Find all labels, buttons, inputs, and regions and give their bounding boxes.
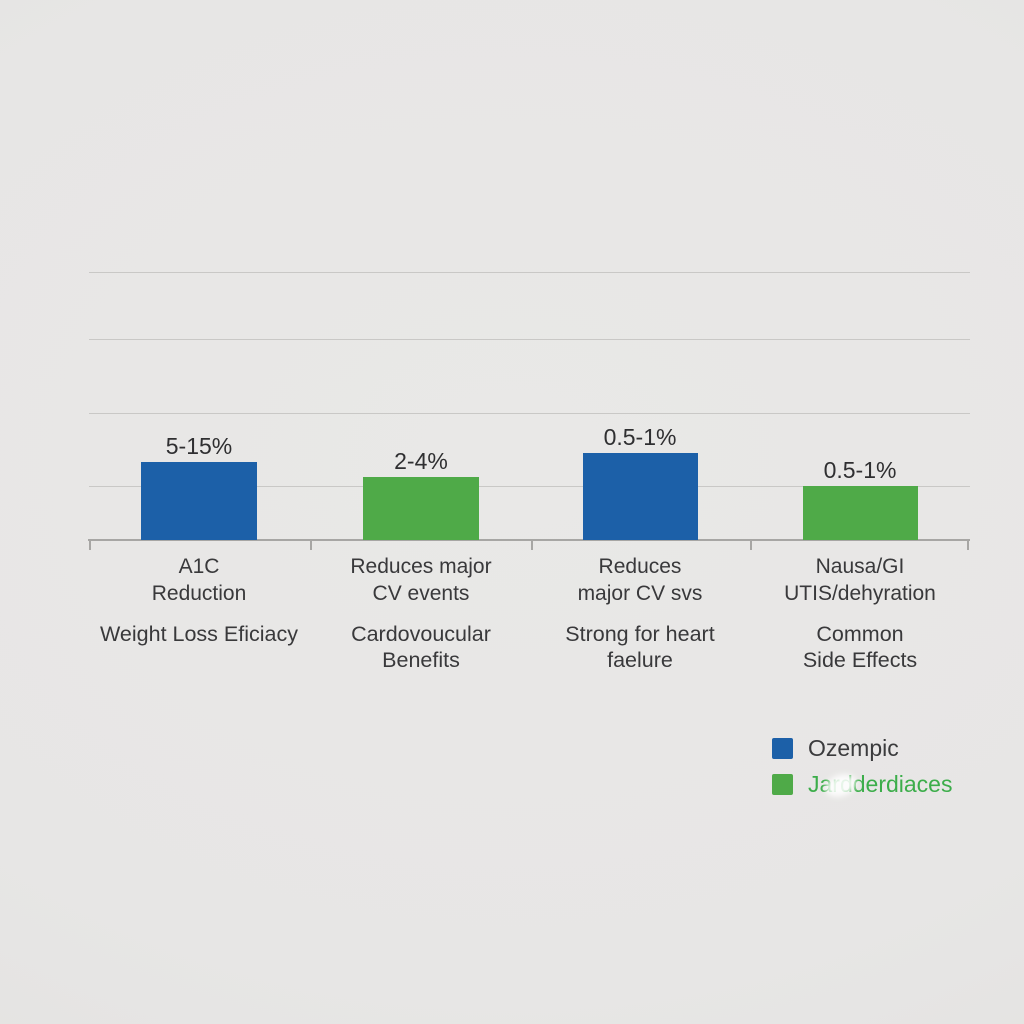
x-axis-tick	[967, 541, 969, 550]
x-axis-tick	[531, 541, 533, 550]
bar-category-label: Common Side Effects	[742, 621, 978, 673]
bar-value-label: 2-4%	[394, 448, 448, 474]
x-axis-tick	[89, 541, 91, 550]
label-line: Weight Loss Eficiacy	[100, 622, 298, 646]
bar-sub-label: Reduces major CV events	[303, 553, 539, 607]
label-line: Reduces major	[350, 555, 492, 578]
x-axis-tick	[310, 541, 312, 550]
label-line: UTIS/dehyration	[784, 582, 936, 605]
gridline	[89, 486, 970, 487]
legend-item-ozempic: Ozempic	[772, 737, 992, 760]
bar-category-label: Strong for heart faelure	[522, 621, 758, 673]
bar-a1c-reduction	[141, 462, 257, 540]
legend-swatch-ozempic	[772, 738, 793, 759]
label-line: Common	[816, 622, 904, 646]
label-line: Cardovoucular	[351, 622, 491, 646]
x-axis-tick	[750, 541, 752, 550]
gridline	[89, 413, 970, 414]
label-line: faelure	[607, 648, 673, 672]
label-line: Reduction	[151, 582, 247, 605]
label-line: major CV svs	[577, 582, 703, 605]
label-line: Nausa/GI	[815, 555, 905, 578]
label-line: A1C	[178, 555, 220, 578]
bar-cv-svs	[582, 453, 698, 540]
legend-label-jardiance: Jardderdiaces	[808, 771, 953, 797]
gridline	[89, 339, 970, 340]
label-line: Reduces	[598, 555, 682, 578]
legend-label-ozempic: Ozempic	[808, 735, 899, 761]
label-line: Strong for heart	[565, 622, 715, 646]
bar-sub-label: Reduces major CV svs	[522, 553, 758, 607]
gridline	[89, 272, 970, 273]
bar-value-label: 0.5-1%	[603, 424, 677, 450]
bar-sub-label: Nausa/GI UTIS/dehyration	[742, 553, 978, 607]
bar-category-label: Cardovoucular Benefits	[303, 621, 539, 673]
bar-value-label: 5-15%	[165, 433, 233, 459]
label-line: CV events	[372, 582, 470, 605]
bar-value-label: 0.5-1%	[823, 457, 897, 483]
bar-side-effects	[802, 486, 918, 540]
bar-sub-label: A1C Reduction	[81, 553, 317, 607]
x-axis-line	[88, 539, 970, 541]
legend: Ozempic Jardderdiaces	[772, 737, 992, 809]
label-line: Side Effects	[802, 648, 918, 672]
label-line: Benefits	[382, 648, 460, 672]
bar-category-label: Weight Loss Eficiacy	[81, 621, 317, 647]
legend-swatch-jardiance	[772, 774, 793, 795]
bar-cv-events	[363, 477, 479, 540]
legend-item-jardiance: Jardderdiaces	[772, 773, 992, 796]
